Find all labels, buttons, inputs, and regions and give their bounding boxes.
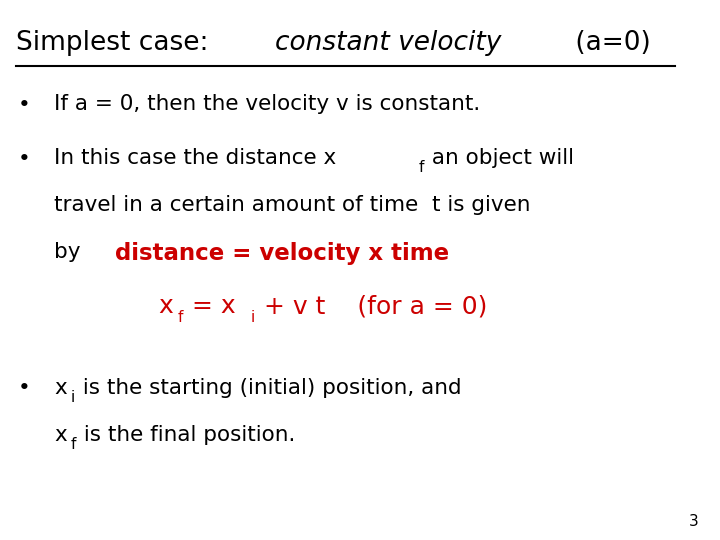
Text: If a = 0, then the velocity v is constant.: If a = 0, then the velocity v is constan… bbox=[54, 94, 480, 114]
Text: f: f bbox=[177, 310, 183, 326]
Text: i: i bbox=[71, 390, 75, 405]
Text: x: x bbox=[54, 378, 67, 398]
Text: is the final position.: is the final position. bbox=[77, 425, 296, 445]
Text: x: x bbox=[54, 425, 67, 445]
Text: f: f bbox=[71, 437, 76, 452]
Text: (a=0): (a=0) bbox=[567, 30, 651, 56]
Text: = x: = x bbox=[184, 294, 236, 318]
Text: 3: 3 bbox=[688, 514, 698, 529]
Text: •: • bbox=[18, 148, 31, 168]
Text: •: • bbox=[18, 94, 31, 114]
Text: f: f bbox=[418, 160, 423, 176]
Text: i: i bbox=[251, 310, 255, 326]
Text: Simplest case:: Simplest case: bbox=[16, 30, 217, 56]
Text: travel in a certain amount of time  t is given: travel in a certain amount of time t is … bbox=[54, 195, 531, 215]
Text: x: x bbox=[158, 294, 173, 318]
Text: an object will: an object will bbox=[425, 148, 574, 168]
Text: In this case the distance x: In this case the distance x bbox=[54, 148, 336, 168]
Text: constant velocity: constant velocity bbox=[275, 30, 501, 56]
Text: + v t    (for a = 0): + v t (for a = 0) bbox=[256, 294, 488, 318]
Text: by: by bbox=[54, 242, 101, 262]
Text: is the starting (initial) position, and: is the starting (initial) position, and bbox=[76, 378, 462, 398]
Text: •: • bbox=[18, 378, 31, 398]
Text: distance = velocity x time: distance = velocity x time bbox=[114, 242, 449, 266]
